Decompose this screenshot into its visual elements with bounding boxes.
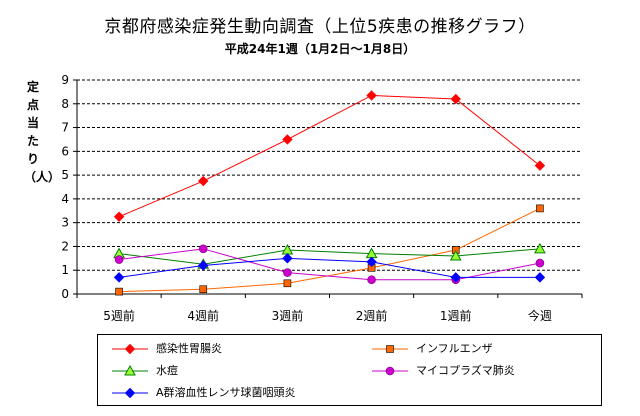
- series-0-point-2: [282, 134, 293, 145]
- series-4-point-0: [113, 272, 125, 283]
- series-line-4: [119, 257, 540, 278]
- legend-swatch-3: [372, 366, 408, 376]
- legend-swatch-1: [372, 345, 408, 353]
- legend-swatch-marker-0: [124, 343, 136, 355]
- y-tick-label-6: 6: [61, 144, 69, 158]
- series-0-point-4: [450, 93, 461, 105]
- y-tick-label-5: 5: [61, 168, 69, 182]
- legend-swatch-0: [112, 343, 148, 355]
- legend-swatch-2: [112, 364, 148, 376]
- legend-label-1: インフルエンザ: [416, 342, 493, 355]
- legend-swatch-marker-3: [385, 366, 395, 376]
- legend-label-0: 感染性胃腸炎: [156, 342, 222, 355]
- y-tick-label-1: 1: [61, 263, 69, 277]
- y-tick-label-9: 9: [61, 73, 69, 87]
- series-3-point-1: [198, 244, 208, 254]
- x-tick-label-1: 4週前: [187, 308, 219, 323]
- legend-label-4: A群溶血性レンサ球菌咽頭炎: [156, 386, 296, 399]
- line-chart: 0 1 2 3 4 5 6 7 8 9 5週前 4週前 3週前 2週前 1週前 今週: [61, 73, 583, 323]
- series-4-point-1: [198, 260, 209, 271]
- series-3-point-5: [535, 258, 545, 268]
- chart-subtitle: 平成24年1週（1月2日～1月8日）: [224, 42, 416, 56]
- series-0-point-5: [534, 160, 546, 171]
- legend-swatch-marker-4: [124, 387, 136, 399]
- legend-swatch-marker-1: [386, 345, 394, 353]
- series-3-point-2: [283, 268, 292, 277]
- series-0-point-0: [113, 211, 125, 222]
- series-line-2: [119, 248, 540, 265]
- legend-label-3: マイコプラズマ肺炎: [416, 364, 515, 377]
- series-4-point-3: [366, 256, 377, 268]
- series-line-1: [119, 207, 541, 293]
- x-tick-label-4: 1週前: [440, 308, 472, 323]
- x-tick-label-0: 5週前: [103, 308, 135, 323]
- chart-title: 京都府感染症発生動向調査（上位5疾患の推移グラフ）: [104, 17, 536, 37]
- legend: 感染性胃腸炎 インフルエンザ 水痘 マイコプラズマ肺炎 A群溶血性レンサ球菌咽頭…: [97, 334, 602, 406]
- y-tick-label-0: 0: [61, 287, 69, 301]
- series-1-point-2: [283, 279, 292, 288]
- series-3-point-3: [367, 275, 376, 285]
- legend-swatch-marker-2: [124, 364, 136, 376]
- y-tick-label-3: 3: [61, 216, 69, 230]
- legend-swatch-4: [112, 387, 148, 399]
- x-tick-label-3: 2週前: [356, 308, 388, 323]
- series-1-point-1: [199, 285, 208, 294]
- x-tick-label-2: 3週前: [272, 308, 304, 323]
- series-4-point-2: [282, 253, 293, 264]
- series-2-point-4: [449, 249, 462, 261]
- y-tick-label-4: 4: [61, 192, 69, 206]
- series-1-point-5: [536, 204, 544, 213]
- y-tick-label-8: 8: [61, 97, 69, 111]
- series-3-point-0: [114, 255, 124, 264]
- y-tick-label-2: 2: [61, 239, 69, 253]
- series-line-0: [118, 94, 541, 218]
- series-2-point-5: [534, 242, 546, 254]
- series-4-point-4: [450, 272, 461, 283]
- series-0-point-3: [366, 90, 377, 101]
- series-0-point-1: [198, 175, 209, 187]
- y-tick-label-7: 7: [61, 121, 69, 135]
- series-1-point-0: [115, 287, 123, 296]
- x-tick-label-5: 今週: [528, 308, 552, 323]
- series-4-point-5: [534, 272, 546, 283]
- legend-label-2: 水痘: [156, 364, 178, 377]
